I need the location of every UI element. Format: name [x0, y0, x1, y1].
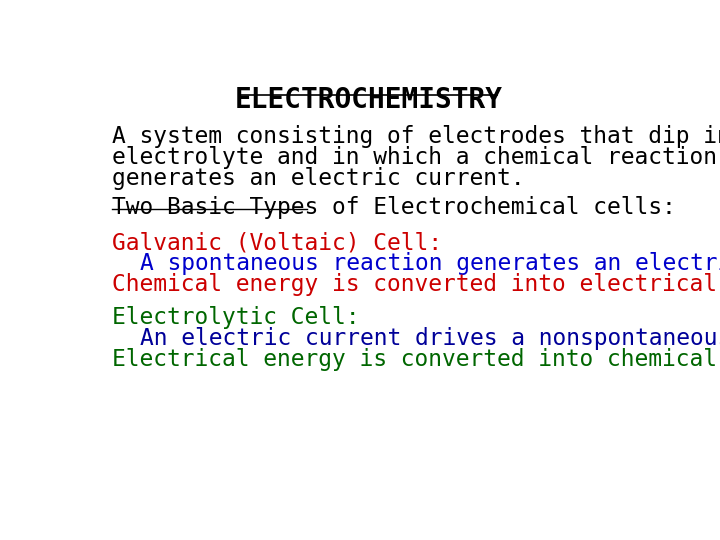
- Text: Electrolytic Cell:: Electrolytic Cell:: [112, 306, 360, 329]
- Text: ELECTROCHEMISTRY: ELECTROCHEMISTRY: [235, 85, 503, 113]
- Text: A spontaneous reaction generates an electric current.: A spontaneous reaction generates an elec…: [140, 252, 720, 275]
- Text: generates an electric current.: generates an electric current.: [112, 167, 525, 190]
- Text: A system consisting of electrodes that dip into an: A system consisting of electrodes that d…: [112, 125, 720, 148]
- Text: Chemical energy is converted into electrical energy: Chemical energy is converted into electr…: [112, 273, 720, 296]
- Text: Galvanic (Voltaic) Cell:: Galvanic (Voltaic) Cell:: [112, 231, 442, 254]
- Text: Electrical energy is converted into chemical energy.: Electrical energy is converted into chem…: [112, 348, 720, 370]
- Text: Two Basic Types of Electrochemical cells:: Two Basic Types of Electrochemical cells…: [112, 196, 676, 219]
- Text: electrolyte and in which a chemical reaction uses or: electrolyte and in which a chemical reac…: [112, 146, 720, 169]
- Text: An electric current drives a nonspontaneous reaction.: An electric current drives a nonspontane…: [140, 327, 720, 350]
